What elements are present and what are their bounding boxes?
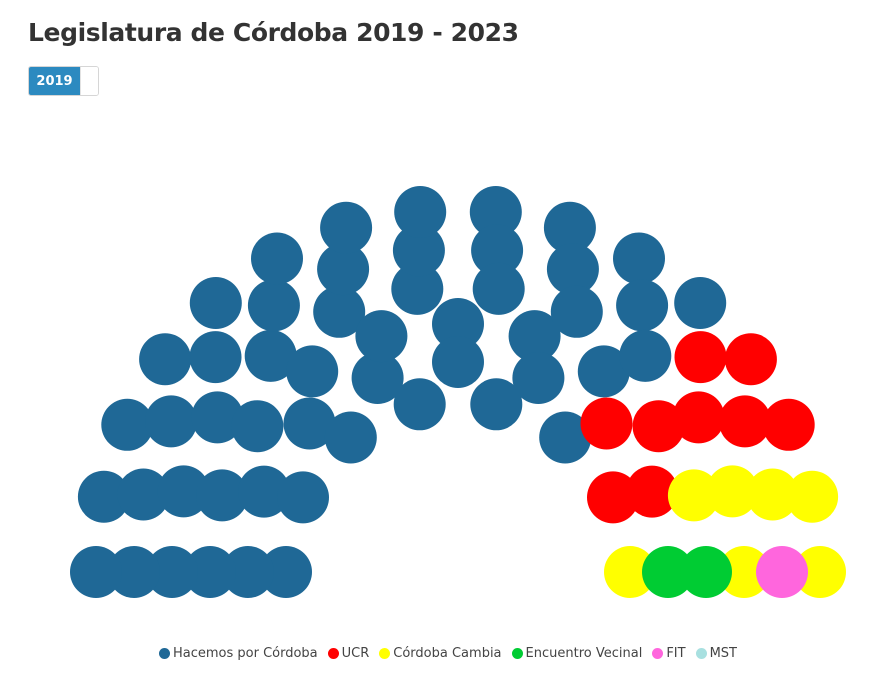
seat[interactable] — [667, 469, 720, 522]
seat[interactable] — [432, 298, 484, 350]
legend-marker — [379, 648, 391, 659]
seat[interactable] — [718, 546, 770, 598]
seat[interactable] — [432, 336, 484, 388]
chart-legend: Hacemos por Córdoba UCR Córdoba Cambia E… — [0, 646, 896, 661]
seat[interactable] — [222, 546, 274, 598]
legend-label: Encuentro Vecinal — [525, 646, 643, 661]
seat[interactable] — [324, 411, 377, 464]
seat[interactable] — [391, 262, 444, 315]
seat[interactable] — [794, 546, 846, 598]
seat[interactable] — [672, 391, 725, 444]
seat[interactable] — [674, 331, 727, 384]
seat[interactable] — [539, 411, 592, 464]
seat[interactable] — [157, 465, 210, 518]
legend-marker — [511, 648, 523, 659]
seat[interactable] — [355, 310, 408, 363]
tab-2019[interactable]: 2019 — [29, 67, 80, 95]
seat[interactable] — [550, 285, 603, 338]
seat[interactable] — [317, 243, 370, 296]
legend-item-cordoba-cambia[interactable]: Córdoba Cambia — [379, 646, 502, 661]
legend-label: Hacemos por Córdoba — [172, 646, 318, 661]
seat[interactable] — [283, 397, 336, 450]
seat[interactable] — [471, 224, 524, 277]
seat[interactable] — [247, 279, 300, 332]
legend-marker — [158, 648, 170, 659]
seat[interactable] — [70, 546, 122, 598]
seat[interactable] — [393, 378, 446, 431]
seat[interactable] — [674, 277, 727, 329]
seat[interactable] — [101, 398, 154, 451]
seat[interactable] — [786, 470, 839, 523]
seat[interactable] — [680, 546, 732, 598]
legend-label: Córdoba Cambia — [393, 646, 502, 661]
legend-marker — [652, 648, 664, 659]
seat[interactable] — [469, 186, 522, 238]
seat[interactable] — [251, 232, 303, 285]
seat[interactable] — [260, 546, 312, 598]
seat[interactable] — [117, 468, 170, 521]
seat[interactable] — [512, 352, 565, 404]
seat[interactable] — [604, 546, 656, 598]
seat[interactable] — [320, 201, 373, 254]
legend-label: MST — [709, 646, 737, 661]
seat[interactable] — [619, 329, 672, 382]
legend-item-mst[interactable]: MST — [695, 646, 737, 661]
seat[interactable] — [613, 232, 665, 285]
seat[interactable] — [231, 400, 284, 453]
seat[interactable] — [762, 398, 815, 451]
legend-item-fit[interactable]: FIT — [652, 646, 686, 661]
seat[interactable] — [77, 470, 130, 523]
seat[interactable] — [718, 395, 771, 448]
seat[interactable] — [139, 333, 192, 386]
seat[interactable] — [277, 471, 329, 524]
legend-label: FIT — [666, 646, 686, 661]
seat[interactable] — [642, 546, 694, 598]
seat[interactable] — [626, 465, 678, 518]
seat[interactable] — [756, 546, 808, 598]
seat[interactable] — [196, 469, 249, 522]
seat[interactable] — [724, 333, 777, 386]
seat[interactable] — [351, 352, 404, 404]
seat[interactable] — [746, 468, 799, 521]
tab-next-year[interactable] — [80, 67, 98, 95]
seat[interactable] — [543, 201, 596, 254]
seat[interactable] — [470, 378, 523, 431]
seat[interactable] — [587, 471, 639, 524]
seat[interactable] — [577, 345, 630, 398]
seat[interactable] — [184, 546, 236, 598]
legend-item-hacemos[interactable]: Hacemos por Córdoba — [158, 646, 318, 661]
seat[interactable] — [238, 465, 290, 518]
seat[interactable] — [546, 243, 599, 296]
legend-item-ucr[interactable]: UCR — [327, 646, 370, 661]
year-tabs: 2019 — [28, 66, 99, 96]
seat[interactable] — [313, 285, 366, 338]
seat[interactable] — [632, 400, 685, 453]
page-title: Legislatura de Córdoba 2019 - 2023 — [28, 18, 519, 47]
seat[interactable] — [394, 186, 447, 238]
seat[interactable] — [145, 395, 198, 448]
seat[interactable] — [472, 262, 525, 315]
legend-marker — [695, 648, 707, 659]
seat[interactable] — [616, 279, 669, 332]
seat[interactable] — [189, 277, 242, 329]
seat[interactable] — [706, 465, 759, 518]
seat[interactable] — [146, 546, 198, 598]
seat[interactable] — [508, 310, 561, 363]
legend-marker — [327, 648, 339, 659]
seat[interactable] — [580, 397, 633, 450]
seat[interactable] — [108, 546, 160, 598]
legend-label: UCR — [341, 646, 370, 661]
seat[interactable] — [392, 224, 445, 277]
seat[interactable] — [244, 329, 297, 382]
legend-item-encuentro-vecinal[interactable]: Encuentro Vecinal — [511, 646, 643, 661]
seat[interactable] — [189, 331, 242, 384]
seat[interactable] — [191, 391, 244, 444]
parliament-chart — [70, 186, 846, 598]
seat[interactable] — [286, 345, 339, 398]
